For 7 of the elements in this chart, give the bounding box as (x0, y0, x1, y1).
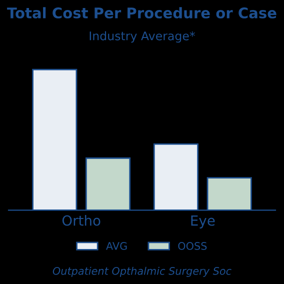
legend-label: OOSS (178, 242, 207, 250)
text: Outpatient Opthalmic Surgery Soc (52, 266, 232, 277)
x-tick-label: Eye (191, 215, 215, 228)
legend-label: AVG (106, 242, 127, 250)
x-tick-label: Ortho (62, 215, 100, 226)
chart-subtitle: Industry Average* (90, 31, 195, 43)
chart-title: Total Cost Per Procedure or Case (7, 7, 276, 18)
